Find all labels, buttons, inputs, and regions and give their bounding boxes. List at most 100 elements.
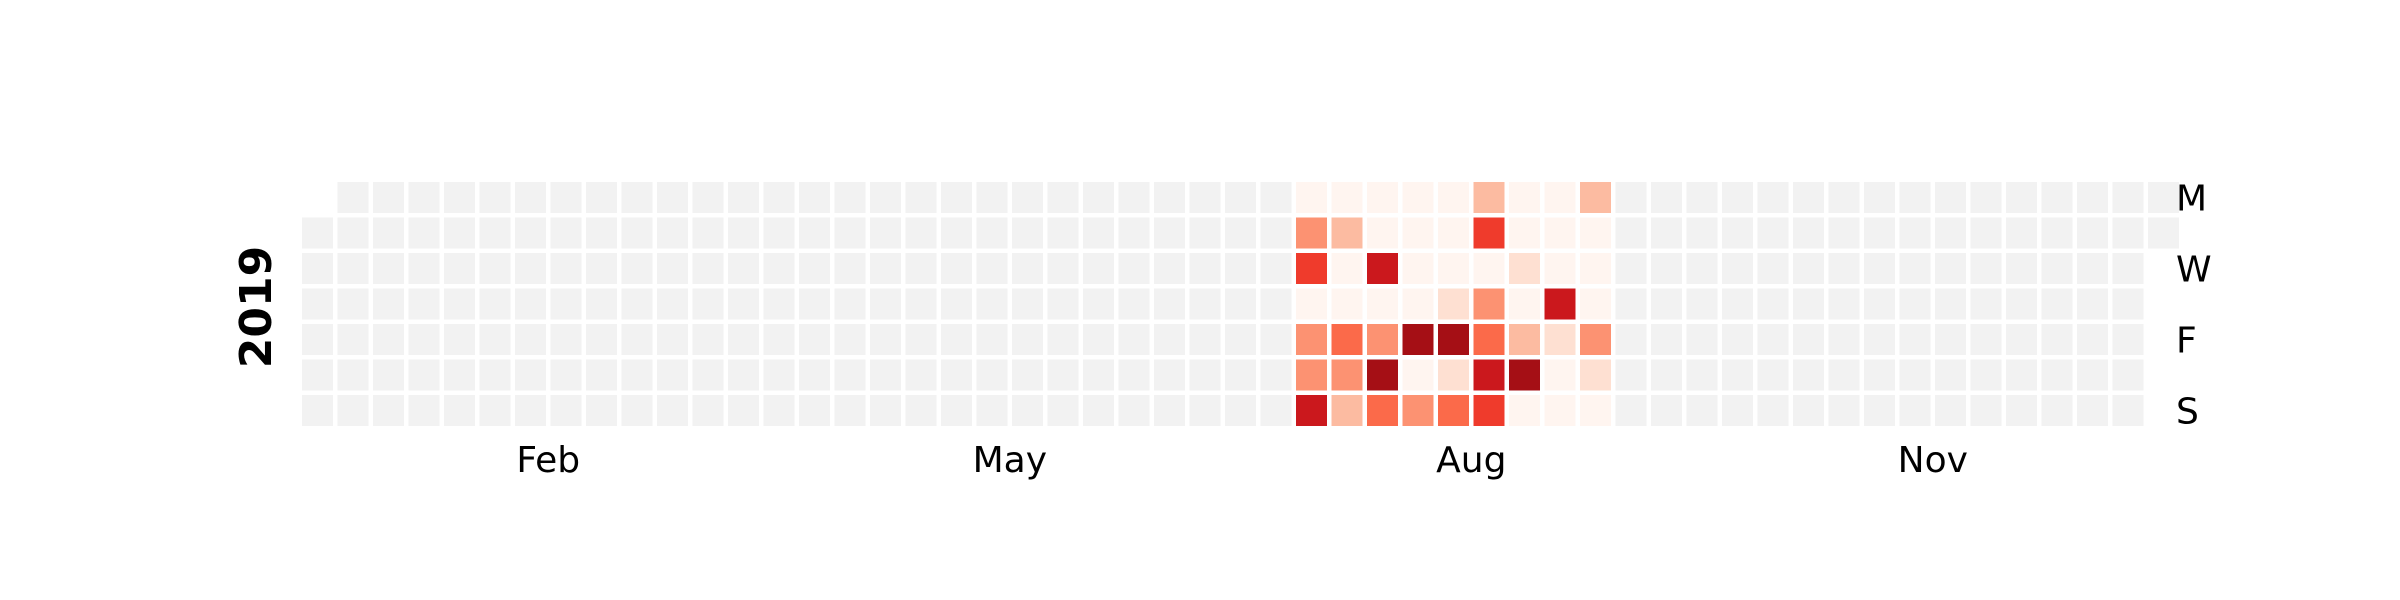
heatmap-cell bbox=[444, 253, 475, 284]
heatmap-cell bbox=[1899, 324, 1931, 355]
heatmap-cell bbox=[1118, 359, 1150, 391]
heatmap-cell bbox=[799, 324, 830, 355]
heatmap-cell bbox=[373, 217, 404, 249]
heatmap-cell bbox=[1935, 182, 1966, 213]
heatmap-cell bbox=[834, 217, 866, 249]
heatmap-cell bbox=[1651, 182, 1682, 213]
heatmap-cell bbox=[1970, 253, 2002, 284]
heatmap-cell bbox=[1331, 324, 1363, 355]
heatmap-cell bbox=[728, 359, 759, 391]
heatmap-cell bbox=[692, 288, 724, 320]
heatmap-cell bbox=[834, 288, 866, 320]
heatmap-cell bbox=[1367, 288, 1398, 320]
heatmap-cell bbox=[1544, 324, 1576, 355]
heatmap-cell bbox=[1580, 324, 1611, 355]
heatmap-cell bbox=[1473, 253, 1505, 284]
heatmap-cell bbox=[2112, 324, 2144, 355]
heatmap-cell bbox=[1118, 182, 1150, 213]
heatmap-cell bbox=[515, 359, 546, 391]
heatmap-cell bbox=[1118, 288, 1150, 320]
heatmap-cell bbox=[1225, 288, 1256, 320]
heatmap-cell bbox=[1615, 217, 1647, 249]
heatmap-cell bbox=[1793, 395, 1824, 426]
heatmap-cell bbox=[1402, 182, 1434, 213]
heatmap-cell bbox=[302, 395, 333, 426]
heatmap-cell bbox=[515, 395, 546, 426]
heatmap-cell bbox=[2041, 217, 2073, 249]
heatmap-cell bbox=[1154, 182, 1185, 213]
heatmap-cell bbox=[302, 288, 333, 320]
heatmap-cell bbox=[692, 359, 724, 391]
heatmap-cell bbox=[1793, 359, 1824, 391]
heatmap-cell bbox=[905, 288, 937, 320]
heatmap-cell bbox=[1544, 253, 1576, 284]
heatmap-cell bbox=[373, 182, 404, 213]
heatmap-cell bbox=[1651, 288, 1682, 320]
heatmap-cell bbox=[2112, 253, 2144, 284]
heatmap-cell bbox=[1686, 288, 1718, 320]
heatmap-cell bbox=[373, 253, 404, 284]
heatmap-cell bbox=[834, 324, 866, 355]
heatmap-cell bbox=[1473, 324, 1505, 355]
heatmap-cell bbox=[1615, 395, 1647, 426]
heatmap-cell bbox=[1189, 182, 1221, 213]
heatmap-cell bbox=[1686, 253, 1718, 284]
heatmap-cell bbox=[1970, 324, 2002, 355]
heatmap-cell bbox=[1225, 395, 1256, 426]
heatmap-cell bbox=[1970, 359, 2002, 391]
heatmap-cell bbox=[763, 288, 795, 320]
heatmap-cell bbox=[657, 395, 688, 426]
heatmap-cell bbox=[1793, 217, 1824, 249]
heatmap-cell bbox=[1509, 288, 1540, 320]
heatmap-cell bbox=[2112, 359, 2144, 391]
heatmap-cell bbox=[1828, 253, 1860, 284]
heatmap-cell bbox=[550, 359, 582, 391]
heatmap-cell bbox=[1402, 217, 1434, 249]
heatmap-cell bbox=[1580, 253, 1611, 284]
heatmap-cell bbox=[1438, 359, 1469, 391]
heatmap-cell bbox=[2112, 217, 2144, 249]
heatmap-cell bbox=[1864, 395, 1895, 426]
month-label: Nov bbox=[1898, 440, 1968, 481]
heatmap-cell bbox=[728, 217, 759, 249]
heatmap-cell bbox=[941, 253, 972, 284]
heatmap-cell bbox=[550, 324, 582, 355]
heatmap-cell bbox=[1970, 217, 2002, 249]
heatmap-cell bbox=[834, 253, 866, 284]
heatmap-cell bbox=[337, 217, 369, 249]
heatmap-cell bbox=[515, 217, 546, 249]
heatmap-cell bbox=[2041, 182, 2073, 213]
heatmap-cell bbox=[941, 359, 972, 391]
heatmap-cell bbox=[1189, 288, 1221, 320]
heatmap-cell bbox=[657, 182, 688, 213]
heatmap-cell bbox=[799, 288, 830, 320]
heatmap-cell bbox=[2077, 253, 2108, 284]
heatmap-cell bbox=[1225, 217, 1256, 249]
heatmap-cell bbox=[1331, 217, 1363, 249]
heatmap-cell bbox=[1828, 288, 1860, 320]
heatmap-cell bbox=[2077, 182, 2108, 213]
weekday-label: S bbox=[2176, 392, 2199, 433]
heatmap-cell bbox=[444, 324, 475, 355]
heatmap-cell bbox=[1402, 253, 1434, 284]
heatmap-cell bbox=[870, 217, 901, 249]
heatmap-cell bbox=[976, 288, 1008, 320]
heatmap-cell bbox=[1970, 395, 2002, 426]
heatmap-cell bbox=[1473, 288, 1505, 320]
heatmap-cell bbox=[657, 324, 688, 355]
heatmap-cell bbox=[1615, 359, 1647, 391]
heatmap-cell bbox=[1296, 217, 1327, 249]
heatmap-cell bbox=[1118, 253, 1150, 284]
heatmap-cell bbox=[1402, 324, 1434, 355]
heatmap-cell bbox=[2041, 359, 2073, 391]
heatmap-cell bbox=[337, 182, 369, 213]
heatmap-cells bbox=[302, 182, 2179, 426]
heatmap-cell bbox=[1402, 395, 1434, 426]
heatmap-cell bbox=[1509, 359, 1540, 391]
heatmap-cell bbox=[870, 359, 901, 391]
heatmap-cell bbox=[1757, 324, 1789, 355]
heatmap-cell bbox=[1970, 182, 2002, 213]
heatmap-cell bbox=[1935, 395, 1966, 426]
heatmap-cell bbox=[1651, 217, 1682, 249]
